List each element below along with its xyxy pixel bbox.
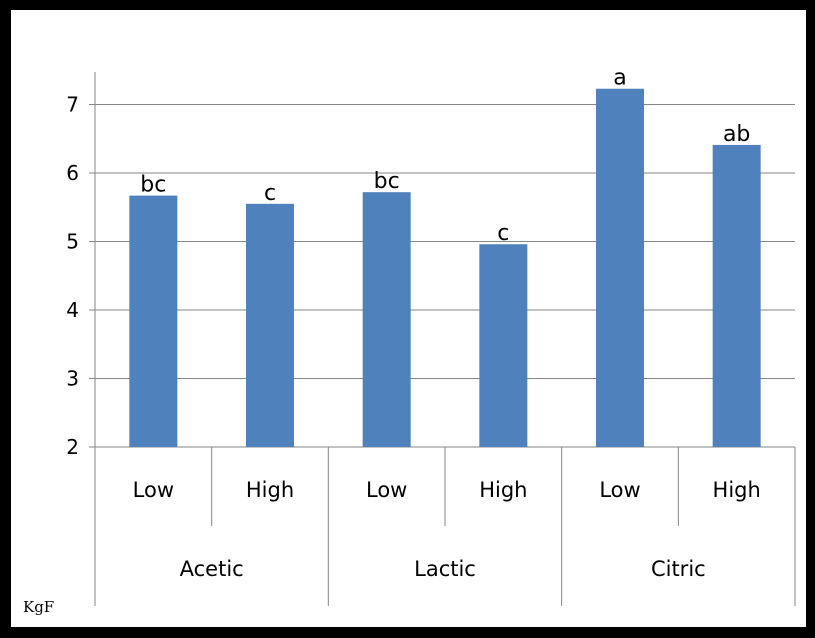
data-label: bc xyxy=(374,169,400,194)
category-label: High xyxy=(246,478,294,502)
y-tick-label: 5 xyxy=(66,230,79,254)
gridlines xyxy=(95,104,795,379)
y-tick-label: 2 xyxy=(66,435,79,459)
category-label: High xyxy=(713,478,761,502)
data-label: a xyxy=(613,66,626,91)
bar xyxy=(596,88,644,448)
category-label: Low xyxy=(599,478,640,502)
bar xyxy=(129,195,178,447)
bar xyxy=(246,203,294,447)
bars xyxy=(129,88,761,448)
group-label: Acetic xyxy=(180,557,244,581)
bar xyxy=(712,144,761,448)
data-label: c xyxy=(497,221,509,246)
category-label: Low xyxy=(133,478,174,502)
y-tick-label: 4 xyxy=(66,298,79,322)
bar-chart: 2 3 4 5 6 7 bc c bc c a ab Low High Low High Low High A… xyxy=(23,66,796,616)
data-label: c xyxy=(264,181,276,206)
group-label: Lactic xyxy=(414,557,476,581)
chart-frame: 2 3 4 5 6 7 bc c bc c a ab Low High Low High Low High A… xyxy=(10,9,807,628)
category-labels: Low High Low High Low High xyxy=(133,478,761,502)
axes xyxy=(89,72,796,606)
group-labels: Acetic Lactic Citric xyxy=(180,557,706,581)
category-label: High xyxy=(479,478,527,502)
data-label: ab xyxy=(723,122,750,147)
y-tick-label: 3 xyxy=(66,367,79,391)
group-label: Citric xyxy=(651,557,706,581)
category-label: Low xyxy=(366,478,407,502)
bar xyxy=(362,192,411,447)
y-tick-label: 6 xyxy=(66,161,79,185)
data-labels: bc c bc c a ab xyxy=(140,66,750,246)
bar xyxy=(479,244,528,447)
y-axis-unit-label: KgF xyxy=(23,598,54,616)
y-tick-labels: 2 3 4 5 6 7 xyxy=(66,93,79,460)
y-tick-label: 7 xyxy=(66,93,79,117)
data-label: bc xyxy=(140,173,166,198)
